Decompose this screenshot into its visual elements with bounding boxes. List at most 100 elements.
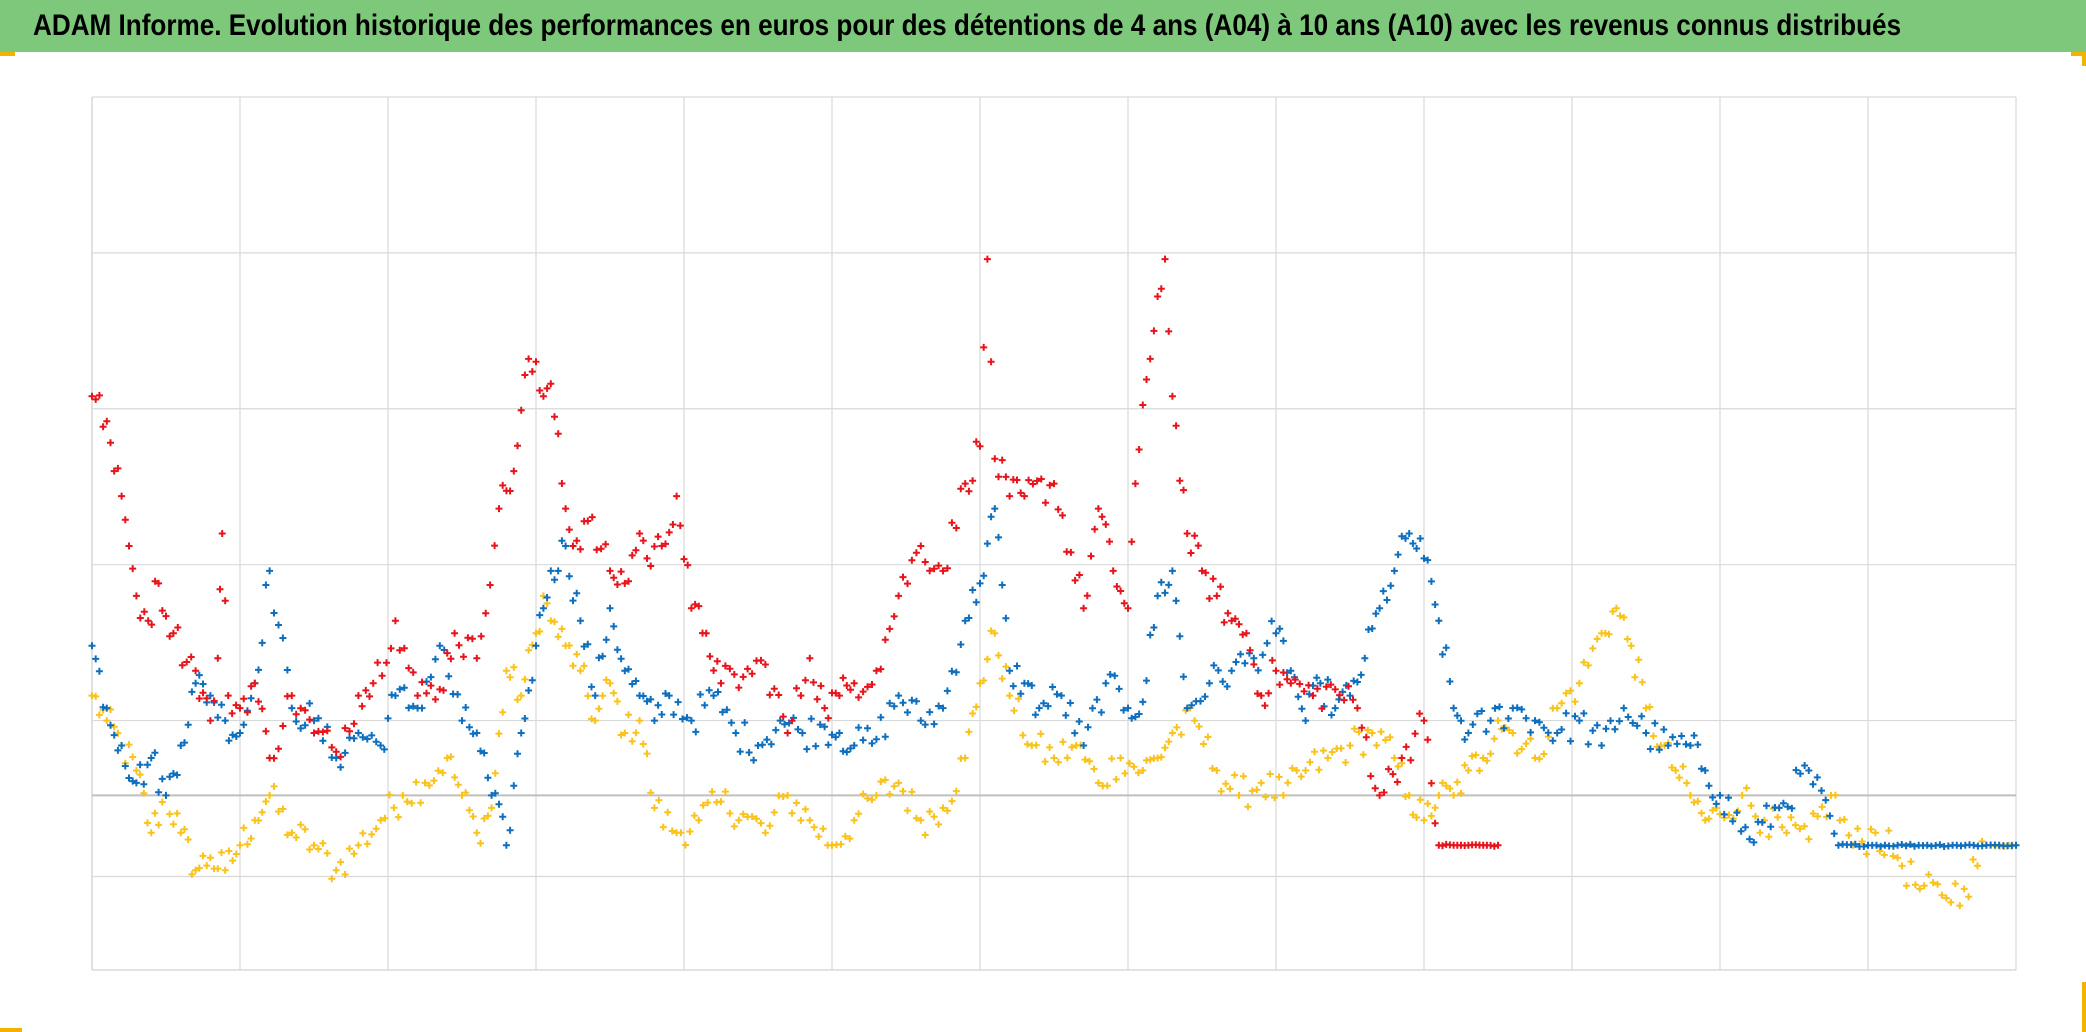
data-point-A04 — [1283, 675, 1291, 683]
data-point-A10 — [129, 753, 137, 761]
data-point-A04 — [460, 653, 467, 661]
data-point-A04 — [258, 705, 266, 713]
data-point-A04 — [1213, 592, 1221, 600]
data-point-A10 — [301, 825, 309, 833]
data-point-A06 — [1496, 703, 1503, 711]
data-point-A04 — [935, 562, 943, 570]
data-point-A10 — [114, 729, 122, 737]
data-point-A06 — [580, 643, 588, 650]
data-point-A04 — [998, 456, 1006, 464]
data-point-A04 — [301, 706, 309, 714]
data-point-A10 — [1195, 723, 1203, 730]
data-point-A04 — [247, 682, 255, 690]
data-point-A06 — [1522, 714, 1530, 722]
data-point-A10 — [243, 840, 251, 848]
data-point-A10 — [1854, 825, 1862, 833]
data-point-A04 — [337, 753, 345, 761]
data-point-A06 — [987, 513, 995, 521]
data-point-A10 — [613, 697, 621, 705]
data-point-A10 — [1130, 763, 1138, 771]
data-point-A10 — [1605, 630, 1613, 638]
data-point-A10 — [1558, 699, 1566, 707]
data-point-A10 — [886, 790, 894, 798]
data-point-A06 — [1394, 551, 1402, 559]
data-point-A06 — [679, 715, 686, 723]
data-point-A04 — [1002, 473, 1010, 481]
data-point-A10 — [458, 791, 466, 799]
data-point-A04 — [1427, 779, 1435, 787]
data-point-A10 — [1969, 856, 1977, 863]
data-point-A06 — [1398, 532, 1406, 540]
data-point-A04 — [1358, 724, 1366, 732]
data-point-A10 — [408, 799, 416, 807]
data-point-A04 — [1268, 656, 1276, 664]
data-point-A06 — [562, 542, 570, 550]
data-point-A10 — [203, 862, 211, 870]
data-point-A04 — [1411, 730, 1419, 738]
data-point-A06 — [1439, 650, 1446, 658]
data-point-A06 — [714, 688, 722, 696]
data-point-A10 — [1468, 752, 1476, 760]
data-point-A04 — [1091, 525, 1099, 533]
data-point-A06 — [1580, 709, 1588, 717]
data-point-A04 — [391, 617, 399, 625]
data-point-A10 — [664, 808, 672, 816]
data-point-A04 — [1385, 765, 1392, 773]
data-point-A10 — [1800, 822, 1808, 830]
data-point-A04 — [310, 729, 318, 737]
data-point-A06 — [1062, 711, 1070, 719]
data-point-A06 — [92, 655, 100, 663]
data-point-A06 — [1328, 711, 1335, 719]
data-point-A10 — [1126, 759, 1133, 767]
data-point-A10 — [332, 866, 340, 874]
data-point-A04 — [1235, 620, 1243, 628]
data-point-A04 — [957, 485, 965, 493]
data-point-A04 — [1265, 689, 1273, 697]
data-point-A04 — [621, 579, 629, 587]
data-point-A06 — [218, 701, 225, 709]
data-point-A04 — [1194, 542, 1202, 550]
data-point-A10 — [1627, 642, 1635, 650]
data-point-A10 — [1518, 745, 1526, 753]
data-point-A04 — [676, 522, 684, 530]
data-point-A10 — [939, 804, 947, 812]
data-point-A04 — [904, 580, 911, 588]
data-point-A04 — [899, 573, 907, 581]
data-point-A04 — [613, 581, 621, 588]
data-point-A06 — [1223, 683, 1231, 690]
data-point-A06 — [1146, 631, 1154, 639]
data-point-A04 — [431, 695, 439, 703]
data-point-A10 — [1394, 762, 1402, 770]
data-point-A06 — [750, 756, 758, 764]
data-point-A06 — [886, 699, 894, 707]
data-point-A10 — [717, 798, 725, 806]
data-point-A06 — [1796, 770, 1804, 778]
data-point-A10 — [1845, 831, 1853, 839]
data-point-A10 — [1580, 658, 1588, 666]
data-point-A04 — [991, 455, 999, 463]
data-point-A06 — [1673, 740, 1681, 748]
data-point-A10 — [421, 779, 429, 787]
data-point-A04 — [517, 406, 525, 414]
data-point-A04 — [1059, 511, 1066, 519]
data-point-A06 — [895, 692, 903, 700]
data-point-A06 — [812, 742, 820, 750]
data-point-A06 — [758, 741, 766, 749]
data-point-A10 — [991, 629, 999, 637]
data-point-A10 — [659, 823, 667, 831]
data-point-A06 — [625, 665, 632, 673]
data-point-A10 — [465, 806, 473, 814]
data-point-A04 — [1017, 489, 1025, 497]
data-point-A10 — [221, 866, 229, 874]
data-point-A10 — [1593, 635, 1601, 643]
data-point-A10 — [841, 832, 849, 840]
data-point-A06 — [372, 738, 380, 746]
data-point-A10 — [784, 791, 792, 799]
data-point-A04 — [588, 513, 596, 521]
data-point-A10 — [591, 717, 599, 725]
data-point-A06 — [225, 737, 233, 745]
data-point-A04 — [1154, 293, 1162, 300]
data-point-A10 — [1050, 754, 1058, 762]
data-point-A10 — [110, 723, 118, 731]
data-point-A06 — [192, 679, 200, 687]
